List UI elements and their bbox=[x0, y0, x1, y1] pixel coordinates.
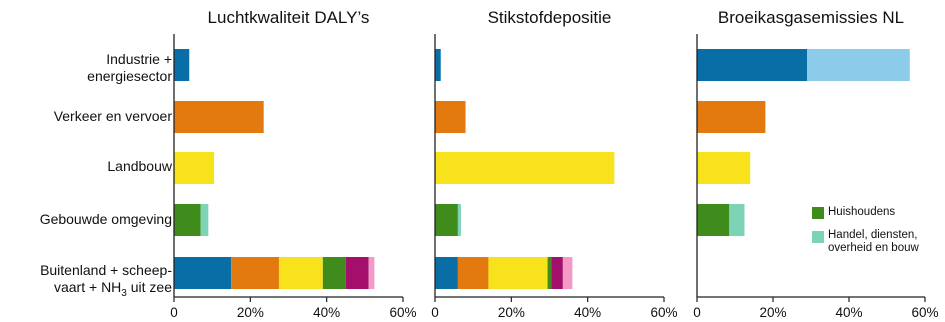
x-tick-label: 0 bbox=[170, 305, 178, 320]
x-tick-label: 20% bbox=[759, 305, 786, 320]
category-label-verkeer: Verkeer en vervoer bbox=[53, 108, 172, 124]
x-tick-label: 0 bbox=[431, 305, 439, 320]
x-tick-label: 20% bbox=[237, 305, 264, 320]
bar-segment-row4-seg1 bbox=[231, 257, 279, 289]
x-tick-label: 60% bbox=[650, 305, 677, 320]
category-label-line: Industrie + bbox=[106, 51, 172, 67]
category-label-line: energiesector bbox=[87, 68, 172, 84]
bar-segment-row2-seg0 bbox=[697, 152, 751, 184]
legend-label-line: Handel, diensten, bbox=[828, 229, 918, 241]
bar-segment-row0-seg0 bbox=[435, 49, 441, 81]
legend-label-line: overheid en bouw bbox=[828, 242, 919, 254]
x-tick-label: 40% bbox=[574, 305, 601, 320]
bar-segment-row4-seg4 bbox=[551, 257, 563, 289]
category-label-buitenland: Buitenland + scheep- vaart + NH3 uit zee bbox=[40, 262, 172, 302]
x-tick-label: 40% bbox=[835, 305, 862, 320]
category-label-industrie: Industrie + energiesector bbox=[87, 51, 172, 85]
bar-segment-row1-seg0 bbox=[174, 101, 264, 133]
bar-segment-row3-seg0 bbox=[174, 204, 201, 236]
bar-segment-row4-seg2 bbox=[278, 257, 323, 289]
legend-swatch-handel-diensten bbox=[812, 231, 824, 243]
bar-segment-row4-seg1 bbox=[457, 257, 489, 289]
bar-segment-row4-seg2 bbox=[488, 257, 548, 289]
category-label-part: vaart + NH bbox=[53, 279, 122, 295]
bar-segment-row2-seg0 bbox=[435, 152, 615, 184]
bar-segment-row4-seg3 bbox=[322, 257, 346, 289]
x-tick-label: 60% bbox=[911, 305, 938, 320]
bar-segment-row3-seg1 bbox=[729, 204, 745, 236]
panel-luchtkwaliteit: Luchtkwaliteit DALY’s 0 20% 40% 60% bbox=[170, 8, 416, 320]
bar-segment-row1-seg0 bbox=[697, 101, 766, 133]
bar-segment-row3-seg0 bbox=[697, 204, 730, 236]
category-label-subscript: 3 bbox=[121, 287, 127, 299]
bar-segment-row0-seg1 bbox=[807, 49, 910, 81]
bar-segment-row3-seg1 bbox=[457, 204, 461, 236]
bar-segment-row4-seg4 bbox=[345, 257, 369, 289]
bar-segment-row1-seg0 bbox=[435, 101, 466, 133]
panel-broeikasgasemissies: Broeikasgasemissies NL 0 20% 40% 60% bbox=[693, 8, 938, 320]
bar-segment-row0-seg0 bbox=[174, 49, 190, 81]
panel-title: Luchtkwaliteit DALY’s bbox=[208, 8, 370, 27]
panel-title: Broeikasgasemissies NL bbox=[718, 8, 904, 27]
bar-segment-row4-seg3 bbox=[547, 257, 552, 289]
category-label-line: vaart + NH3 uit zee bbox=[40, 279, 172, 302]
bar-segment-row4-seg5 bbox=[562, 257, 573, 289]
legend-label-handel-diensten: Handel, diensten, overheid en bouw bbox=[828, 229, 919, 255]
bar-segment-row4-seg5 bbox=[368, 257, 375, 289]
x-tick-label: 20% bbox=[498, 305, 525, 320]
x-tick-label: 0 bbox=[693, 305, 701, 320]
bar-segment-row3-seg1 bbox=[200, 204, 209, 236]
panel-stikstofdepositie: Stikstofdepositie 0 20% 40% 60% bbox=[431, 8, 677, 320]
bar-segment-row3-seg0 bbox=[435, 204, 458, 236]
bar-segment-row2-seg0 bbox=[174, 152, 215, 184]
x-tick-label: 40% bbox=[313, 305, 340, 320]
category-label-line: Buitenland + scheep- bbox=[40, 262, 172, 278]
legend-label-huishoudens: Huishoudens bbox=[828, 206, 896, 218]
category-label-gebouwde-omgeving: Gebouwde omgeving bbox=[39, 211, 172, 227]
panel-title: Stikstofdepositie bbox=[488, 8, 612, 27]
category-label-part: uit zee bbox=[126, 279, 172, 295]
x-tick-label: 60% bbox=[389, 305, 416, 320]
bar-segment-row4-seg0 bbox=[435, 257, 458, 289]
bar-segment-row0-seg0 bbox=[697, 49, 808, 81]
category-label-landbouw: Landbouw bbox=[107, 158, 172, 174]
legend-swatch-huishoudens bbox=[812, 207, 824, 219]
bar-segment-row4-seg0 bbox=[174, 257, 232, 289]
